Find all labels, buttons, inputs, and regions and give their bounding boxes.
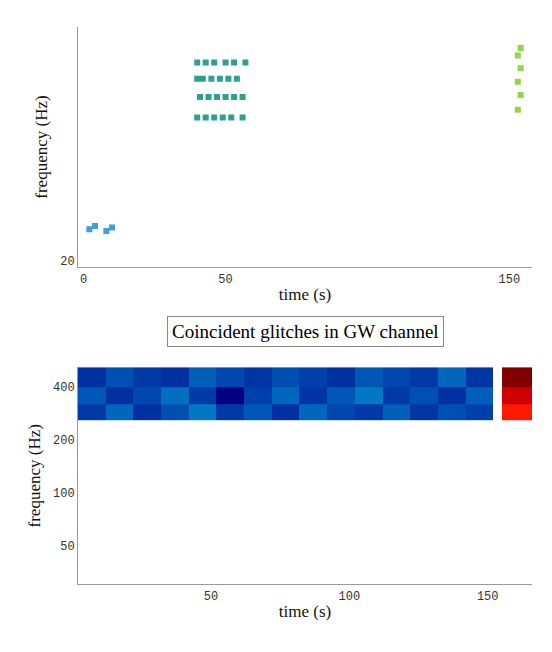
svg-text:Coincident glitches in GW chan: Coincident glitches in GW channel (172, 321, 439, 342)
svg-text:50: 50 (60, 540, 74, 554)
svg-text:frequency (Hz): frequency (Hz) (25, 424, 44, 527)
svg-text:20: 20 (60, 255, 74, 269)
svg-text:0: 0 (80, 273, 87, 287)
svg-text:100: 100 (53, 487, 75, 501)
svg-text:150: 150 (498, 273, 520, 287)
svg-text:100: 100 (338, 590, 360, 604)
svg-text:150: 150 (477, 590, 499, 604)
svg-text:50: 50 (204, 590, 218, 604)
svg-text:50: 50 (218, 273, 232, 287)
svg-text:time (s): time (s) (279, 285, 331, 304)
svg-text:400: 400 (53, 381, 75, 395)
svg-text:200: 200 (53, 434, 75, 448)
svg-text:time (s): time (s) (279, 602, 331, 621)
svg-text:frequency (Hz): frequency (Hz) (32, 95, 51, 198)
